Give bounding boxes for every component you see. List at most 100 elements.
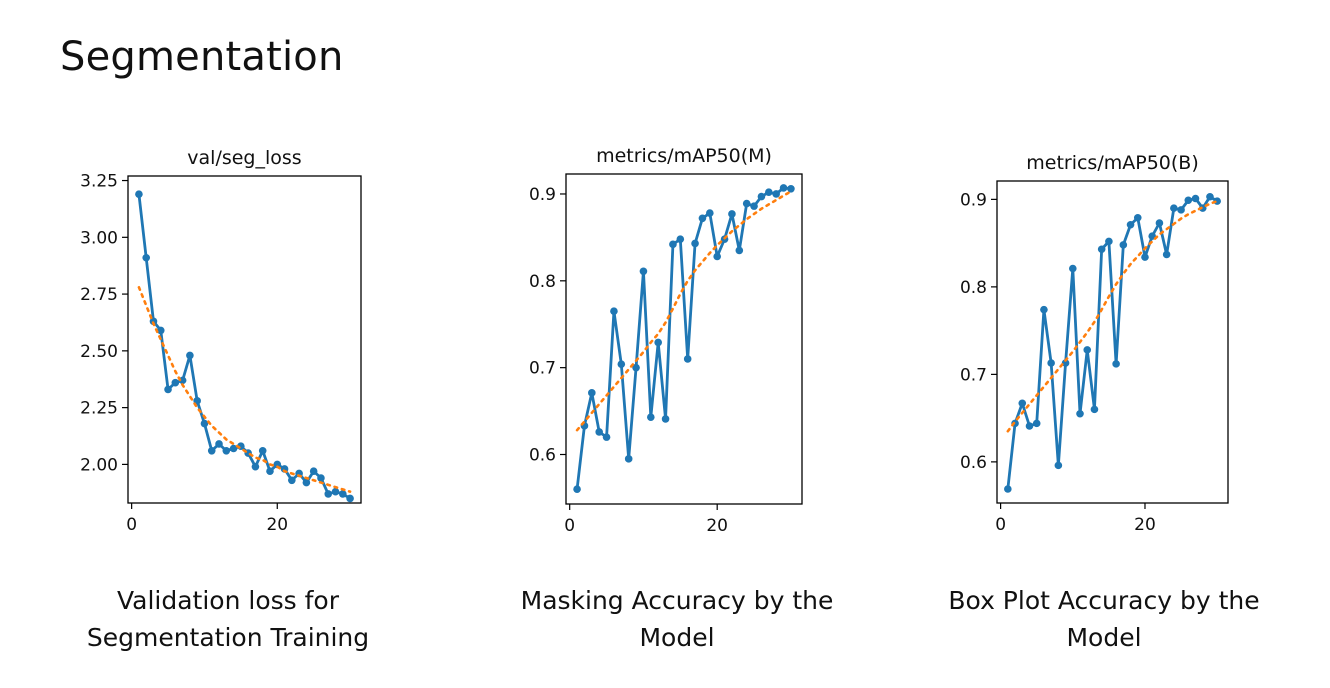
y-tick-label: 0.8 — [529, 272, 556, 292]
data-point — [683, 355, 692, 363]
plot-frame — [996, 180, 1229, 504]
data-point — [1126, 220, 1135, 229]
data-point — [632, 363, 640, 372]
data-point — [266, 467, 274, 476]
data-point — [1177, 206, 1185, 214]
data-point — [706, 209, 714, 217]
data-point — [1119, 241, 1128, 249]
data-point — [573, 485, 581, 494]
data-point — [1155, 219, 1164, 227]
data-point — [698, 214, 707, 223]
y-tick-label: 0.6 — [529, 446, 556, 466]
data-point — [1004, 485, 1012, 493]
data-point — [639, 267, 648, 276]
data-point — [654, 338, 662, 347]
y-tick-label: 2.75 — [80, 285, 118, 305]
data-point — [1076, 409, 1084, 418]
data-point — [229, 444, 238, 453]
data-point — [1133, 213, 1142, 222]
y-tick-label: 2.50 — [80, 342, 118, 362]
data-point — [186, 351, 194, 360]
y-tick-label: 0.7 — [529, 359, 556, 379]
data-point — [713, 252, 721, 261]
x-tick-label: 0 — [126, 515, 137, 535]
data-point — [1018, 399, 1027, 408]
data-point — [661, 415, 670, 423]
chart-box-map50: metrics/mAP50(B) 0.6 0.7 0.8 0.9 0 20 — [960, 152, 1229, 535]
data-point — [258, 446, 267, 455]
data-point — [135, 190, 143, 198]
caption-seg-loss-line-2: Segmentation Training — [86, 623, 370, 652]
data-point — [742, 199, 751, 208]
data-point — [772, 190, 780, 198]
y-tick-label: 2.00 — [80, 455, 118, 475]
data-point — [1097, 245, 1106, 254]
data-point — [602, 433, 611, 441]
caption-mask-map50: Masking Accuracy by the Model — [467, 582, 887, 656]
x-tick-label: 20 — [706, 516, 728, 536]
chart-mask-map50: metrics/mAP50(M) 0.6 0.7 0.8 0.9 0 20 — [529, 145, 803, 536]
data-point — [1047, 359, 1055, 367]
data-point — [1105, 237, 1113, 246]
caption-box-map50-line-2: Model — [1066, 623, 1142, 652]
caption-mask-map50-line-2: Model — [639, 623, 715, 652]
data-point — [251, 462, 260, 471]
data-point — [1170, 204, 1178, 212]
data-point — [691, 239, 699, 248]
data-point — [171, 378, 180, 387]
y-tick-label: 0.9 — [529, 185, 556, 205]
data-point — [617, 360, 626, 368]
plot-frame — [127, 175, 362, 504]
caption-box-map50-line-1: Box Plot Accuracy by the — [948, 586, 1260, 615]
y-tick-label: 0.8 — [960, 278, 987, 298]
data-point — [588, 389, 596, 397]
data-point — [1025, 422, 1034, 430]
data-point — [302, 478, 311, 487]
trend-line — [575, 190, 793, 432]
trend-line — [137, 285, 352, 493]
data-point — [222, 446, 231, 455]
data-point — [338, 490, 347, 498]
data-point — [647, 413, 655, 421]
data-point — [765, 188, 773, 197]
data-point — [164, 385, 172, 394]
caption-mask-map50-line-1: Masking Accuracy by the — [520, 586, 834, 615]
data-point — [142, 253, 151, 262]
data-point — [1032, 419, 1041, 428]
data-point — [317, 474, 325, 482]
data-point — [200, 419, 209, 428]
data-point — [346, 494, 354, 503]
data-point — [1198, 204, 1207, 212]
data-point — [207, 446, 216, 455]
data-point — [309, 467, 318, 476]
y-tick-label: 3.25 — [80, 172, 118, 192]
data-point — [178, 376, 187, 385]
data-point — [1184, 196, 1193, 205]
chart-title: val/seg_loss — [187, 147, 301, 169]
data-point — [1112, 360, 1120, 368]
data-point — [750, 202, 758, 210]
data-point — [787, 184, 795, 193]
data-point — [595, 428, 603, 436]
data-point — [288, 476, 296, 485]
data-point — [735, 246, 744, 255]
data-point — [610, 307, 618, 316]
x-tick-label: 20 — [266, 515, 288, 535]
data-point — [728, 210, 736, 218]
data-point — [669, 240, 677, 249]
x-tick-label: 0 — [995, 515, 1006, 535]
data-point — [324, 490, 333, 498]
data-point — [1054, 461, 1063, 470]
page-title: Segmentation — [60, 34, 344, 80]
data-point — [1083, 346, 1092, 354]
x-tick-label: 0 — [564, 516, 575, 536]
y-tick-label: 0.9 — [960, 190, 987, 210]
data-point — [1191, 194, 1200, 203]
x-tick-label: 20 — [1134, 515, 1156, 535]
chart-title: metrics/mAP50(B) — [1026, 152, 1198, 174]
data-point — [1068, 264, 1077, 273]
caption-seg-loss: Validation loss for Segmentation Trainin… — [18, 582, 438, 656]
data-point — [1141, 253, 1149, 261]
caption-seg-loss-line-1: Validation loss for — [116, 586, 339, 615]
